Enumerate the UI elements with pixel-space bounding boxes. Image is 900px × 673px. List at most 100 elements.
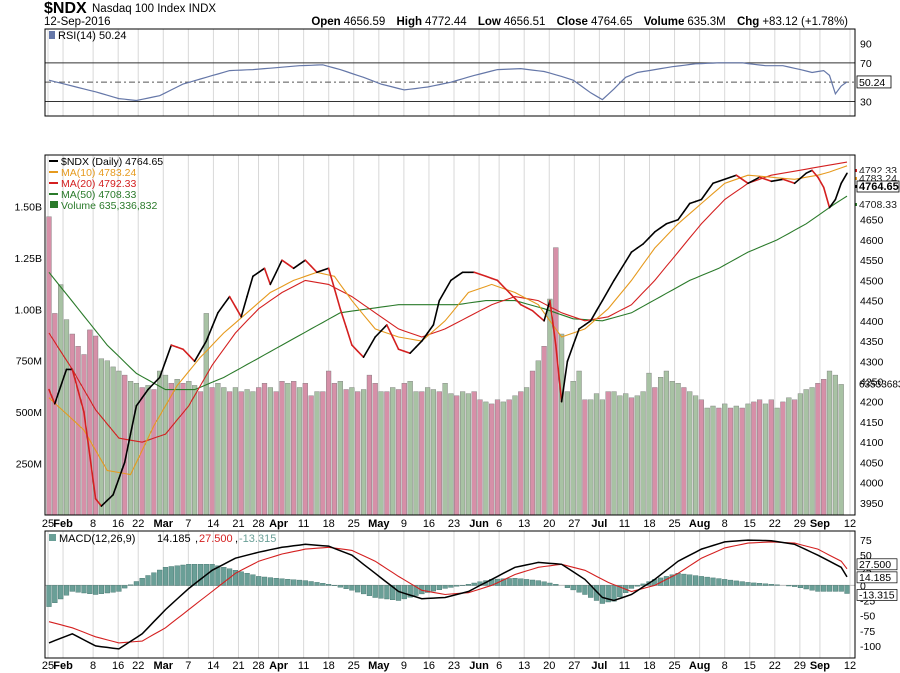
macd-histogram-bar bbox=[693, 575, 699, 586]
macd-histogram-bar bbox=[547, 582, 553, 586]
volume-bar bbox=[215, 383, 221, 516]
volume-label: Volume bbox=[643, 16, 685, 28]
macd-histogram-bar bbox=[390, 585, 396, 601]
x-axis-label: 9 bbox=[401, 518, 407, 530]
macd-histogram-bar bbox=[442, 585, 448, 589]
macd-x-axis-label: 28 bbox=[252, 660, 264, 672]
volume-bar bbox=[582, 399, 588, 516]
x-axis-label: 11 bbox=[298, 518, 309, 530]
rsi-ytick-label: 90 bbox=[860, 39, 872, 51]
macd-x-axis-label: 21 bbox=[232, 660, 244, 672]
volume-bar bbox=[500, 401, 506, 516]
low-label: Low bbox=[477, 16, 501, 28]
x-axis-label: 18 bbox=[323, 518, 335, 530]
volume-bar bbox=[832, 374, 839, 516]
x-axis-label: 20 bbox=[543, 518, 555, 530]
price-segment bbox=[752, 176, 761, 182]
price-segment bbox=[613, 270, 621, 282]
volume-bar bbox=[104, 360, 110, 516]
volume-bar bbox=[250, 391, 256, 516]
volume-bar bbox=[244, 389, 250, 516]
macd-histogram-bar bbox=[425, 585, 431, 593]
macd-right-label-box bbox=[856, 558, 898, 571]
price-segment bbox=[700, 190, 709, 201]
price-ytick-label: 4350 bbox=[860, 336, 884, 348]
macd-histogram-bar bbox=[529, 579, 536, 586]
price-segment bbox=[147, 382, 155, 391]
price-segment bbox=[211, 311, 219, 328]
volume-bar bbox=[617, 395, 623, 516]
macd-histogram-bar bbox=[261, 576, 268, 586]
close-label: Close bbox=[556, 16, 588, 28]
macd-histogram-bar bbox=[75, 585, 81, 593]
volume-ytick-label: 750M bbox=[16, 356, 42, 368]
price-legend-label: Volume 635,336,832 bbox=[61, 200, 157, 212]
price-segment bbox=[764, 178, 773, 183]
price-segment bbox=[782, 178, 790, 183]
price-legend-label: $NDX (Daily) 4764.65 bbox=[61, 156, 163, 168]
price-segment bbox=[589, 309, 598, 322]
macd-legend-name: MACD(12,26,9) bbox=[59, 533, 135, 545]
price-segment bbox=[415, 340, 423, 348]
price-segment bbox=[712, 180, 720, 185]
price-right-label-box bbox=[857, 199, 899, 210]
macd-histogram-bar bbox=[279, 578, 285, 586]
x-axis-label: Aug bbox=[689, 518, 710, 530]
volume-bar bbox=[378, 391, 384, 516]
price-segment bbox=[683, 202, 691, 213]
macd-histogram-bar bbox=[535, 580, 541, 586]
x-axis-label: 22 bbox=[769, 518, 781, 530]
volume-bar bbox=[681, 387, 687, 516]
price-segment bbox=[356, 350, 365, 359]
volume-bar bbox=[122, 374, 128, 516]
price-ytick-label: 4550 bbox=[860, 255, 884, 267]
volume-bar bbox=[611, 391, 617, 516]
macd-histogram-bar bbox=[821, 585, 827, 592]
volume-bar bbox=[413, 391, 419, 516]
macd-legend-value-signal: 27.500 bbox=[199, 533, 233, 545]
volume-bar bbox=[821, 379, 827, 516]
macd-histogram-bar bbox=[582, 585, 588, 595]
price-segment bbox=[758, 176, 767, 181]
price-segment bbox=[642, 237, 650, 245]
macd-histogram-bar bbox=[762, 583, 769, 586]
macd-histogram-bar bbox=[465, 584, 472, 586]
price-segment bbox=[531, 309, 540, 317]
price-segment bbox=[694, 198, 703, 203]
x-axis-label: Mar bbox=[154, 518, 174, 530]
volume-bar bbox=[815, 383, 821, 516]
volume-bar bbox=[518, 391, 524, 516]
price-segment bbox=[380, 324, 388, 332]
price-segment bbox=[519, 303, 528, 309]
macd-histogram-bar bbox=[448, 585, 454, 588]
macd-ytick-label: 0 bbox=[860, 580, 866, 592]
volume-bar bbox=[506, 399, 512, 516]
macd-legend-value-hist: -13.315 bbox=[239, 533, 276, 545]
macd-histogram-bar bbox=[104, 585, 110, 594]
volume-bar bbox=[285, 383, 291, 516]
price-segment bbox=[496, 279, 505, 288]
volume-bar bbox=[69, 333, 75, 516]
volume-bar bbox=[687, 391, 693, 516]
volume-bar bbox=[308, 395, 314, 516]
price-segment bbox=[595, 299, 604, 312]
price-segment bbox=[584, 319, 592, 326]
volume-bar bbox=[454, 395, 460, 516]
macd-histogram-bar bbox=[226, 568, 233, 586]
price-segment bbox=[304, 259, 312, 268]
volume-bar bbox=[529, 370, 536, 516]
macd-histogram-bar bbox=[145, 575, 151, 586]
x-axis-label: 23 bbox=[448, 518, 460, 530]
price-segment bbox=[182, 348, 190, 357]
macd-histogram-bar bbox=[116, 585, 122, 592]
macd-histogram-bar bbox=[308, 581, 314, 586]
macd-histogram-bar bbox=[745, 582, 751, 586]
ticker-symbol: $NDX bbox=[44, 0, 87, 17]
macd-legend-swatch bbox=[49, 534, 56, 541]
price-ytick-label: 4250 bbox=[860, 377, 884, 389]
volume-bar bbox=[191, 385, 198, 516]
price-segment bbox=[374, 330, 382, 338]
volume-bar bbox=[232, 387, 239, 516]
macd-histogram-bar bbox=[512, 578, 518, 586]
volume-bar bbox=[116, 370, 122, 516]
